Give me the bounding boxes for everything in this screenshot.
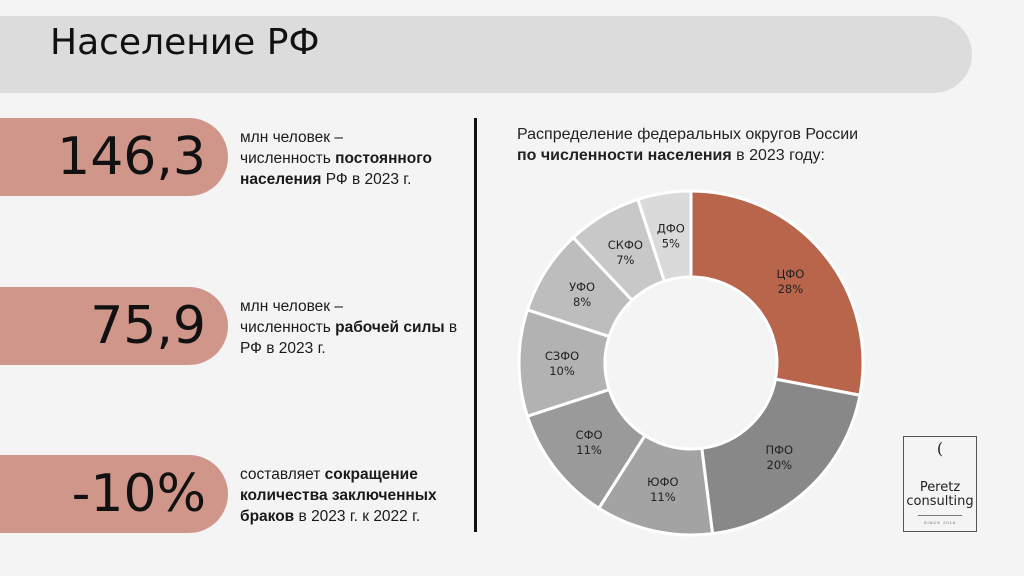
slice-category-label: ДФО xyxy=(657,222,685,236)
slice-category-label: УФО xyxy=(569,280,595,294)
logo-line xyxy=(918,515,962,516)
stat-pill-marriages: -10% xyxy=(0,455,228,533)
stat-bold: постоянного населения xyxy=(240,150,432,188)
chart-title-line1: Распределение федеральных округов России xyxy=(517,126,859,143)
donut-slice-1 xyxy=(700,377,862,536)
stat-line1: млн человек – xyxy=(240,298,343,315)
chart-title: Распределение федеральных округов России… xyxy=(517,124,937,166)
donut-slice-7 xyxy=(635,189,693,284)
stat-post: в 2023 г. к 2022 г. xyxy=(294,508,421,525)
donut-chart: ЦФО28%ПФО20%ЮФО11%СФО11%СЗФО10%УФО8%СКФО… xyxy=(517,189,865,537)
company-logo: ( Peretz consulting SINCE 2016 xyxy=(903,436,977,532)
stat-pill-workforce: 75,9 xyxy=(0,287,228,365)
slice-value-label: 7% xyxy=(616,253,634,267)
slice-value-label: 5% xyxy=(662,237,680,251)
stat-value-marriages: -10% xyxy=(71,464,206,524)
logo-name: Peretz consulting xyxy=(906,480,974,509)
stat-bold: сокращение количества заключенных браков xyxy=(240,466,437,525)
logo-since: SINCE 2016 xyxy=(923,520,957,525)
stat-pre: численность xyxy=(240,319,336,336)
slice-value-label: 20% xyxy=(767,458,793,472)
slice-value-label: 10% xyxy=(549,364,575,378)
stat-value-population: 146,3 xyxy=(57,127,206,187)
stat-text-population: млн человек – численность постоянного на… xyxy=(240,127,470,190)
stat-line1: млн человек – xyxy=(240,129,343,146)
page-title: Население РФ xyxy=(50,22,320,63)
slice-value-label: 8% xyxy=(573,295,591,309)
slice-category-label: СФО xyxy=(576,428,603,442)
stat-pill-population: 146,3 xyxy=(0,118,228,196)
header-bar xyxy=(0,16,972,93)
stat-pre: численность xyxy=(240,150,336,167)
slice-category-label: ЮФО xyxy=(647,475,678,489)
slice-value-label: 11% xyxy=(576,443,602,457)
stat-text-marriages: составляет сокращение количества заключе… xyxy=(240,464,470,527)
slice-category-label: СЗФО xyxy=(545,349,579,363)
stat-text-workforce: млн человек – численность рабочей силы в… xyxy=(240,296,470,359)
slice-category-label: СКФО xyxy=(608,238,643,252)
chart-title-bold: по численности населения xyxy=(517,147,732,164)
logo-mark: ( xyxy=(936,439,944,458)
chart-title-post: в 2023 году: xyxy=(731,147,825,164)
slice-category-label: ПФО xyxy=(766,443,794,457)
stat-value-workforce: 75,9 xyxy=(90,296,206,356)
donut-slice-0 xyxy=(689,189,865,397)
stat-pre: составляет xyxy=(240,466,325,483)
stat-bold: рабочей силы xyxy=(335,319,445,336)
slice-value-label: 11% xyxy=(650,490,676,504)
stat-post: РФ в 2023 г. xyxy=(321,171,412,188)
slice-value-label: 28% xyxy=(778,282,804,296)
slice-category-label: ЦФО xyxy=(776,267,804,281)
stat-post: в РФ в 2023 г. xyxy=(240,319,458,357)
vertical-divider xyxy=(474,118,477,532)
